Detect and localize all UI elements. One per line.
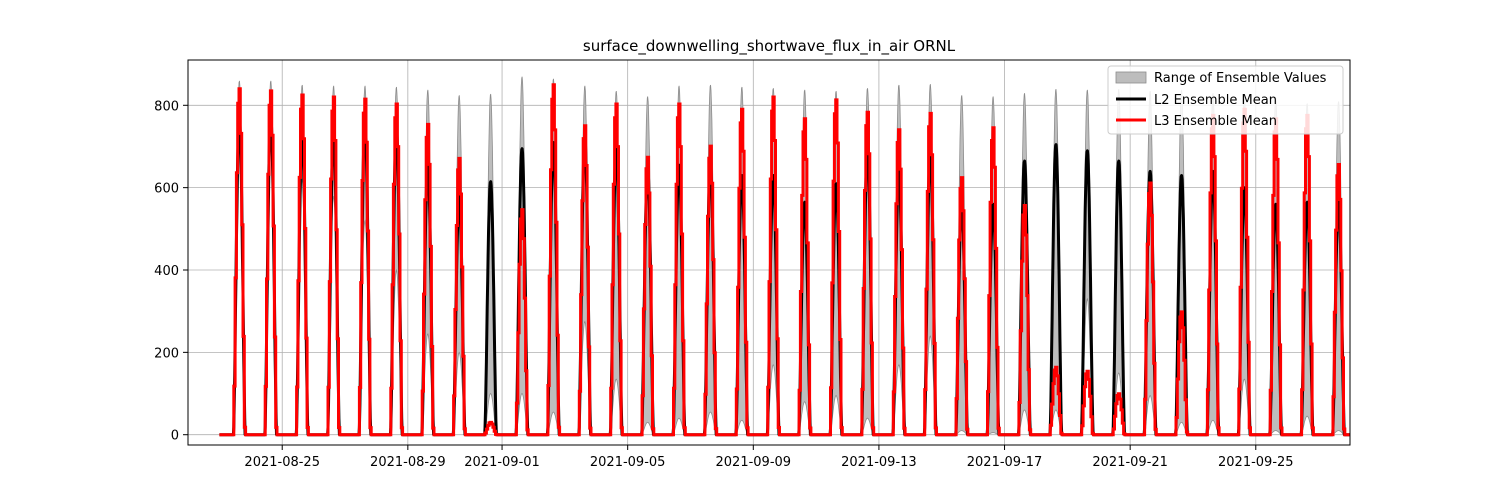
x-tick-label: 2021-09-17 <box>967 455 1043 470</box>
y-tick-label: 0 <box>171 429 179 444</box>
x-tick-label: 2021-09-09 <box>716 455 792 470</box>
plot-frame <box>187 59 1351 446</box>
y-tick-label: 400 <box>154 264 179 279</box>
legend-box <box>1107 65 1344 135</box>
l3-ensemble-mean-line <box>219 83 1350 437</box>
chart-title: surface_downwelling_shortwave_flux_in_ai… <box>583 37 956 56</box>
legend-label-l3: L3 Ensemble Mean <box>1154 114 1277 129</box>
x-tick-label: 2021-09-01 <box>464 455 540 470</box>
legend-label-band: Range of Ensemble Values <box>1154 71 1327 86</box>
series-lines <box>218 83 1352 437</box>
x-tick-label: 2021-09-13 <box>841 455 917 470</box>
y-tick-label: 200 <box>154 346 179 361</box>
legend: Range of Ensemble Values L2 Ensemble Mea… <box>1107 65 1344 135</box>
x-tick-label: 2021-09-21 <box>1092 455 1168 470</box>
legend-label-l2: L2 Ensemble Mean <box>1154 93 1277 108</box>
legend-swatch-band <box>1115 71 1147 84</box>
x-axis-ticks: 2021-08-25 2021-08-29 2021-09-01 2021-09-05… <box>244 445 1294 470</box>
y-axis-ticks: 0 200 400 600 800 <box>154 99 188 444</box>
x-tick-label: 2021-08-25 <box>244 455 320 470</box>
y-tick-label: 600 <box>154 182 179 197</box>
x-tick-label: 2021-08-29 <box>370 455 446 470</box>
x-tick-label: 2021-09-25 <box>1218 455 1294 470</box>
y-tick-label: 800 <box>154 99 179 114</box>
x-tick-label: 2021-09-05 <box>590 455 666 470</box>
